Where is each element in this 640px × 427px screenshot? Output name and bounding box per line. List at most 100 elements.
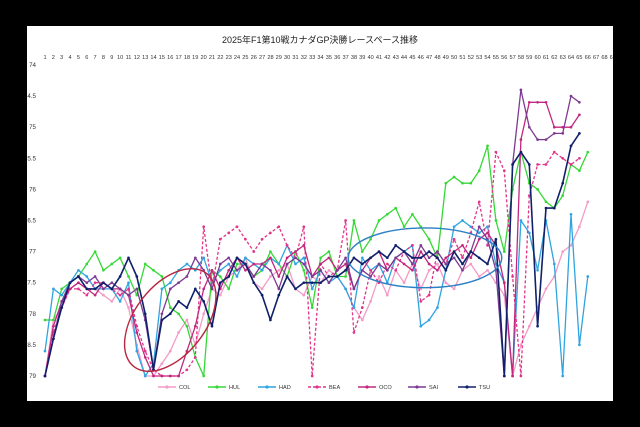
- data-point-tsu: [419, 256, 423, 260]
- data-point-tsu: [469, 250, 473, 253]
- data-point-oco: [444, 256, 448, 260]
- data-point-had: [578, 343, 581, 347]
- data-point-bea: [185, 368, 189, 372]
- data-point-tsu: [436, 256, 439, 260]
- data-point-col: [277, 268, 281, 272]
- x-tick-label: 46: [418, 55, 424, 61]
- data-point-sai: [578, 100, 581, 104]
- data-point-tsu: [561, 181, 565, 185]
- data-point-sai: [160, 312, 164, 316]
- data-point-hul: [152, 268, 155, 272]
- data-point-oco: [461, 244, 464, 247]
- data-point-bea: [561, 156, 565, 160]
- data-point-col: [377, 275, 381, 278]
- data-point-oco: [135, 331, 139, 334]
- data-point-hul: [202, 374, 206, 378]
- data-point-col: [427, 268, 431, 272]
- data-point-oco: [185, 349, 189, 353]
- x-tick-label: 15: [159, 55, 165, 61]
- chart-title: 2025年F1第10戦カナダGP決勝レースペース推移: [222, 34, 418, 45]
- x-tick-label: 1: [43, 55, 46, 61]
- data-point-had: [202, 256, 206, 260]
- x-tick-label: 32: [301, 55, 307, 61]
- x-tick-label: 34: [317, 55, 323, 61]
- data-point-col: [110, 300, 114, 303]
- data-point-bea: [218, 237, 222, 241]
- legend-marker: [265, 385, 269, 389]
- data-point-oco: [252, 262, 256, 266]
- data-point-oco: [294, 250, 297, 253]
- x-tick-label: 37: [342, 55, 348, 61]
- data-point-bea: [536, 163, 539, 166]
- x-tick-label: 36: [334, 55, 340, 61]
- x-tick-label: 21: [209, 55, 215, 61]
- data-point-sai: [561, 132, 565, 135]
- x-tick-label: 67: [593, 55, 599, 61]
- legend-item-oco: OCO: [358, 385, 392, 391]
- data-point-hul: [135, 293, 139, 297]
- data-point-oco: [402, 262, 406, 266]
- data-point-oco: [327, 256, 331, 260]
- data-point-col: [260, 287, 264, 291]
- data-point-col: [486, 268, 489, 272]
- data-point-bea: [235, 225, 239, 229]
- data-point-oco: [344, 262, 347, 266]
- data-point-hul: [377, 219, 381, 222]
- x-tick-label: 31: [292, 55, 298, 61]
- data-point-bea: [502, 169, 506, 173]
- data-point-hul: [385, 212, 389, 216]
- data-point-oco: [77, 281, 80, 285]
- data-point-hul: [502, 250, 506, 253]
- data-point-sai: [360, 268, 364, 272]
- x-tick-label: 9: [110, 55, 113, 61]
- data-point-oco: [411, 268, 414, 272]
- data-point-had: [436, 306, 439, 309]
- y-tick-label: 75: [29, 124, 36, 131]
- data-point-sai: [536, 138, 539, 141]
- data-point-oco: [160, 374, 164, 378]
- data-point-sai: [427, 256, 431, 260]
- series-sai: [43, 88, 581, 378]
- data-point-bea: [552, 150, 556, 154]
- x-tick-label: 25: [242, 55, 248, 61]
- x-axis-ticks: 1 2 3 4 5 6 7 8 9 10 11 12 13 14 15 16 17 18 19 20 21 22 23 24 2…: [43, 55, 613, 61]
- data-point-col: [569, 244, 573, 247]
- data-point-oco: [486, 231, 489, 235]
- data-point-bea: [127, 287, 130, 291]
- data-point-hul: [269, 250, 272, 253]
- data-point-had: [427, 318, 431, 322]
- data-point-sai: [385, 268, 389, 272]
- x-tick-label: 18: [184, 55, 190, 61]
- data-point-had: [185, 262, 189, 266]
- data-point-had: [235, 275, 239, 278]
- data-point-sai: [185, 275, 189, 278]
- legend-marker: [365, 385, 369, 389]
- data-point-tsu: [43, 374, 47, 378]
- data-point-had: [569, 212, 573, 216]
- data-point-bea: [494, 150, 498, 154]
- data-point-col: [102, 293, 105, 297]
- data-point-bea: [427, 293, 431, 297]
- x-tick-label: 60: [535, 55, 541, 61]
- x-tick-label: 48: [434, 55, 440, 61]
- data-point-sai: [352, 287, 356, 291]
- data-point-tsu: [552, 206, 556, 210]
- x-tick-label: 10: [117, 55, 123, 61]
- x-tick-label: 53: [476, 55, 482, 61]
- data-point-col: [160, 362, 164, 365]
- data-point-oco: [469, 256, 473, 260]
- data-point-sai: [394, 256, 398, 260]
- x-tick-label: 13: [142, 55, 148, 61]
- x-tick-label: 44: [401, 55, 407, 61]
- data-point-tsu: [93, 287, 97, 291]
- data-point-tsu: [352, 256, 356, 260]
- data-point-bea: [544, 163, 548, 166]
- data-point-had: [344, 287, 347, 291]
- data-point-col: [385, 293, 389, 297]
- data-point-col: [218, 293, 222, 297]
- data-point-sai: [118, 287, 122, 291]
- data-point-had: [561, 374, 565, 378]
- y-tick-label: 77: [29, 249, 36, 256]
- data-point-hul: [143, 262, 147, 266]
- data-point-had: [527, 231, 531, 235]
